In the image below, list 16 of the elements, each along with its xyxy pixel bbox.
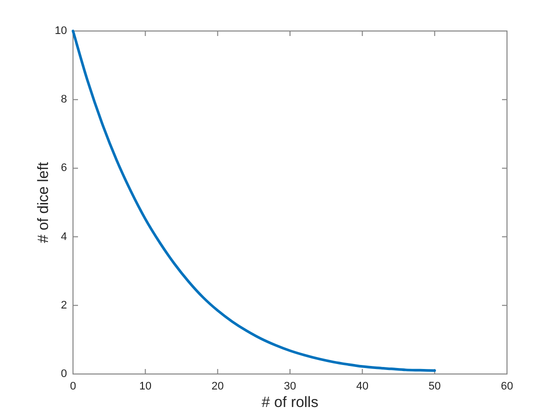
x-tick-label: 0 xyxy=(70,380,76,393)
x-tick-label: 10 xyxy=(139,380,152,393)
y-tick-label: 6 xyxy=(60,162,67,174)
y-tick-label: 8 xyxy=(60,94,67,106)
x-tick-label: 20 xyxy=(212,380,224,393)
x-tick-label: 30 xyxy=(284,380,296,393)
x-tick-label: 50 xyxy=(428,380,441,393)
y-tick-label: 4 xyxy=(60,230,67,243)
y-tick-label: 10 xyxy=(54,25,67,38)
y-axis-title: # of dice left xyxy=(35,161,52,243)
x-axis-title: # of rolls xyxy=(262,394,318,412)
x-tick-label: 60 xyxy=(500,380,514,393)
y-tick-label: 0 xyxy=(60,368,67,380)
y-tick-label: 2 xyxy=(60,299,67,312)
x-tick-label: 40 xyxy=(356,380,368,393)
line-series xyxy=(72,30,436,372)
